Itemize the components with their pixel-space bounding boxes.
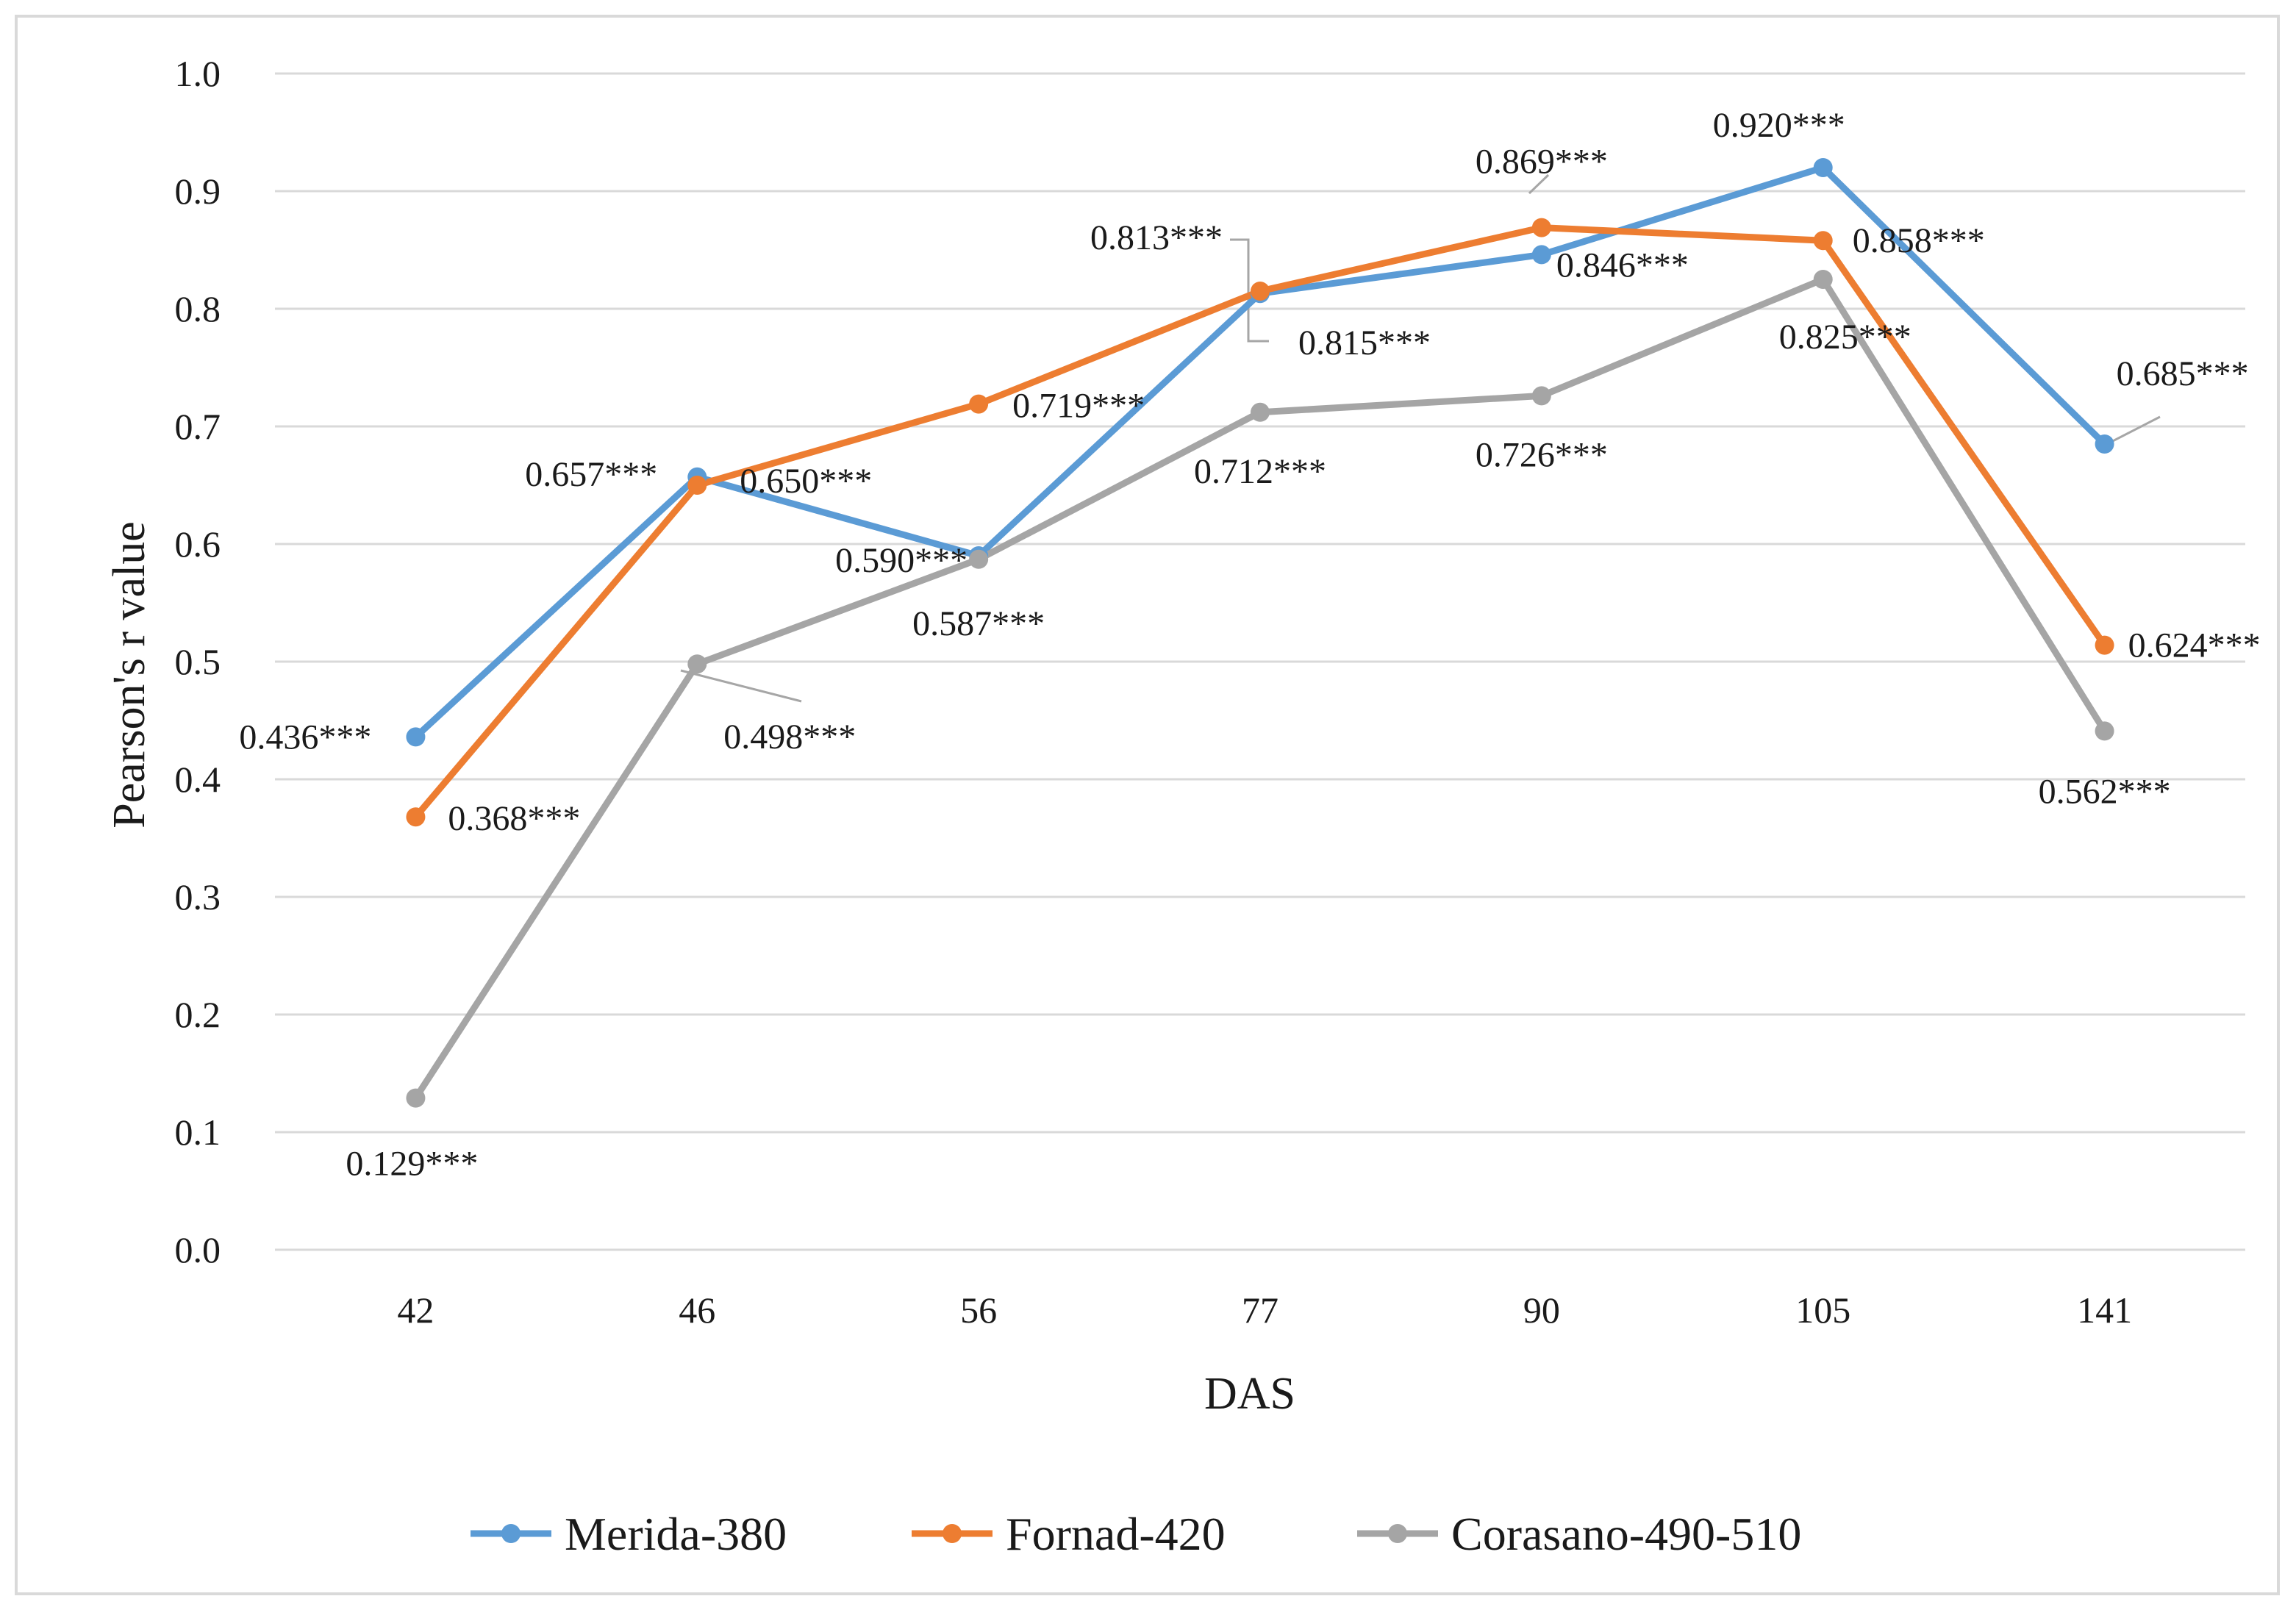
data-point — [969, 549, 989, 569]
y-tick-label: 1.0 — [175, 53, 221, 94]
data-label: 0.726*** — [1476, 435, 1608, 474]
data-label: 0.498*** — [723, 718, 856, 756]
data-label: 0.129*** — [346, 1145, 478, 1184]
series-line-1 — [412, 224, 2109, 820]
data-label: 0.813*** — [1090, 218, 1223, 257]
legend-swatch-marker — [1388, 1524, 1407, 1543]
y-tick-label: 0.8 — [175, 288, 221, 329]
data-label: 0.436*** — [239, 718, 371, 756]
y-tick-label: 0.6 — [175, 523, 221, 565]
data-label: 0.562*** — [2039, 772, 2171, 811]
data-point — [687, 654, 707, 674]
leader-line — [1230, 238, 1269, 343]
data-label: 0.825*** — [1779, 318, 1911, 357]
legend-label: Corasano-490-510 — [1451, 1508, 1801, 1560]
series-line-2 — [412, 276, 2109, 1102]
data-label: 0.650*** — [740, 462, 872, 501]
series-points — [406, 158, 2114, 1108]
y-tick-label: 0.0 — [175, 1229, 221, 1270]
y-axis-label: Pearson's r value — [104, 521, 154, 829]
data-label: 0.624*** — [2128, 626, 2261, 665]
data-point — [2095, 635, 2114, 655]
data-label: 0.590*** — [835, 541, 968, 580]
data-labels: 0.436*** 0.657*** 0.590*** 0.813*** 0.846***… — [239, 106, 2260, 1184]
line-chart: 0.0 0.1 0.2 0.3 0.4 0.5 0.6 0.7 0.8 0.9 1.0 42 46 56… — [104, 53, 2261, 1560]
x-tick-label: 56 — [960, 1289, 997, 1331]
chart-frame: 0.0 0.1 0.2 0.3 0.4 0.5 0.6 0.7 0.8 0.9 1.0 42 46 56… — [15, 15, 2280, 1595]
x-axis-label: DAS — [1204, 1369, 1295, 1419]
x-tick-label: 46 — [679, 1289, 715, 1331]
data-label: 0.587*** — [912, 604, 1045, 643]
data-label: 0.920*** — [1713, 106, 1845, 145]
x-tick-label: 42 — [397, 1289, 434, 1331]
data-point — [2095, 721, 2114, 741]
data-point — [1813, 231, 1833, 251]
series-lines — [412, 164, 2109, 1102]
x-tick-label: 105 — [1795, 1289, 1850, 1331]
data-label: 0.858*** — [1853, 221, 1985, 260]
data-label: 0.368*** — [448, 799, 580, 838]
legend-swatch-marker — [501, 1524, 521, 1543]
data-point — [1813, 158, 1833, 177]
data-point — [2095, 434, 2114, 454]
y-tick-label: 0.9 — [175, 171, 221, 212]
x-tick-label: 77 — [1242, 1289, 1278, 1331]
y-tick-label: 0.7 — [175, 406, 221, 447]
data-point — [406, 727, 426, 747]
x-axis-ticks: 42 46 56 77 90 105 141 — [397, 1289, 2132, 1331]
leader-line — [1528, 173, 1550, 195]
data-point — [969, 394, 989, 414]
data-point — [1251, 402, 1270, 422]
data-label: 0.685*** — [2117, 354, 2249, 393]
data-point — [1531, 218, 1551, 237]
y-tick-label: 0.1 — [175, 1112, 221, 1153]
legend-label: Fornad-420 — [1006, 1508, 1226, 1560]
data-label: 0.657*** — [525, 455, 657, 494]
data-label: 0.869*** — [1476, 143, 1608, 182]
data-point — [406, 807, 426, 827]
y-tick-label: 0.2 — [175, 994, 221, 1035]
legend-swatch-marker — [943, 1524, 962, 1543]
y-tick-label: 0.3 — [175, 876, 221, 917]
y-axis-ticks: 0.0 0.1 0.2 0.3 0.4 0.5 0.6 0.7 0.8 0.9 1.0 — [175, 53, 221, 1270]
data-point — [1531, 386, 1551, 406]
gridlines — [275, 72, 2245, 1251]
data-point — [1251, 282, 1270, 301]
data-point — [1813, 270, 1833, 289]
data-label: 0.846*** — [1556, 246, 1689, 285]
data-label: 0.719*** — [1012, 387, 1145, 426]
data-point — [1531, 245, 1551, 265]
data-label: 0.815*** — [1298, 323, 1431, 362]
legend-label: Merida-380 — [565, 1508, 787, 1560]
x-tick-label: 141 — [2077, 1289, 2132, 1331]
x-tick-label: 90 — [1523, 1289, 1560, 1331]
data-point — [687, 476, 707, 495]
legend: Merida-380 Fornad-420 Corasano-490-510 — [471, 1508, 1801, 1560]
data-point — [406, 1088, 426, 1108]
leader-line — [680, 669, 802, 703]
data-label: 0.712*** — [1194, 452, 1326, 491]
y-tick-label: 0.5 — [175, 641, 221, 682]
y-tick-label: 0.4 — [175, 759, 221, 800]
